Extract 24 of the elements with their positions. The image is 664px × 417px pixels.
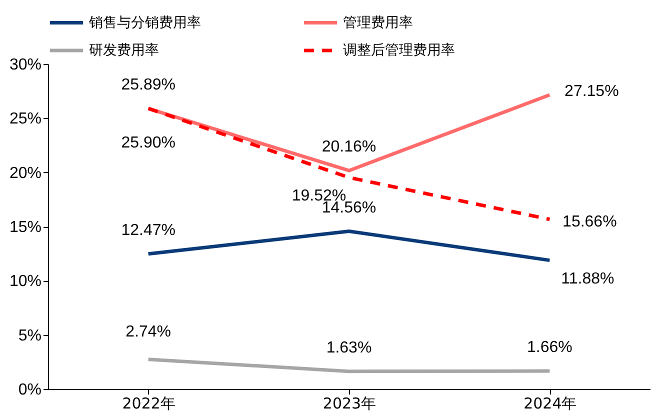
data-label: 20.16% (322, 138, 376, 156)
y-tick-label: 25% (9, 110, 42, 128)
x-tick-label: 2022年 (122, 394, 176, 412)
data-label: 25.89% (121, 76, 176, 94)
legend-label: 研发费用率 (89, 42, 159, 58)
data-label: 25.90% (121, 134, 176, 152)
data-label: 11.88% (561, 270, 614, 288)
legend-label: 管理费用率 (343, 14, 413, 31)
y-tick-label: 20% (9, 164, 42, 182)
data-label: 1.66% (526, 339, 572, 356)
data-label: 1.63% (326, 339, 372, 356)
y-tick-label: 5% (18, 327, 42, 344)
x-tick-label: 2024年 (524, 394, 577, 412)
data-label: 12.47% (121, 222, 176, 239)
y-tick-label: 0% (18, 382, 42, 398)
data-label: 2.74% (126, 323, 172, 340)
y-tick-label: 15% (9, 219, 42, 236)
data-label: 27.15% (564, 82, 619, 100)
legend-label: 调整后管理费用率 (343, 42, 455, 58)
legend-label: 销售与分销费用率 (88, 14, 201, 31)
x-tick-label: 2023年 (322, 394, 376, 412)
y-tick-label: 10% (9, 273, 42, 290)
y-tick-label: 30% (9, 56, 42, 74)
data-label: 15.66% (562, 213, 617, 230)
